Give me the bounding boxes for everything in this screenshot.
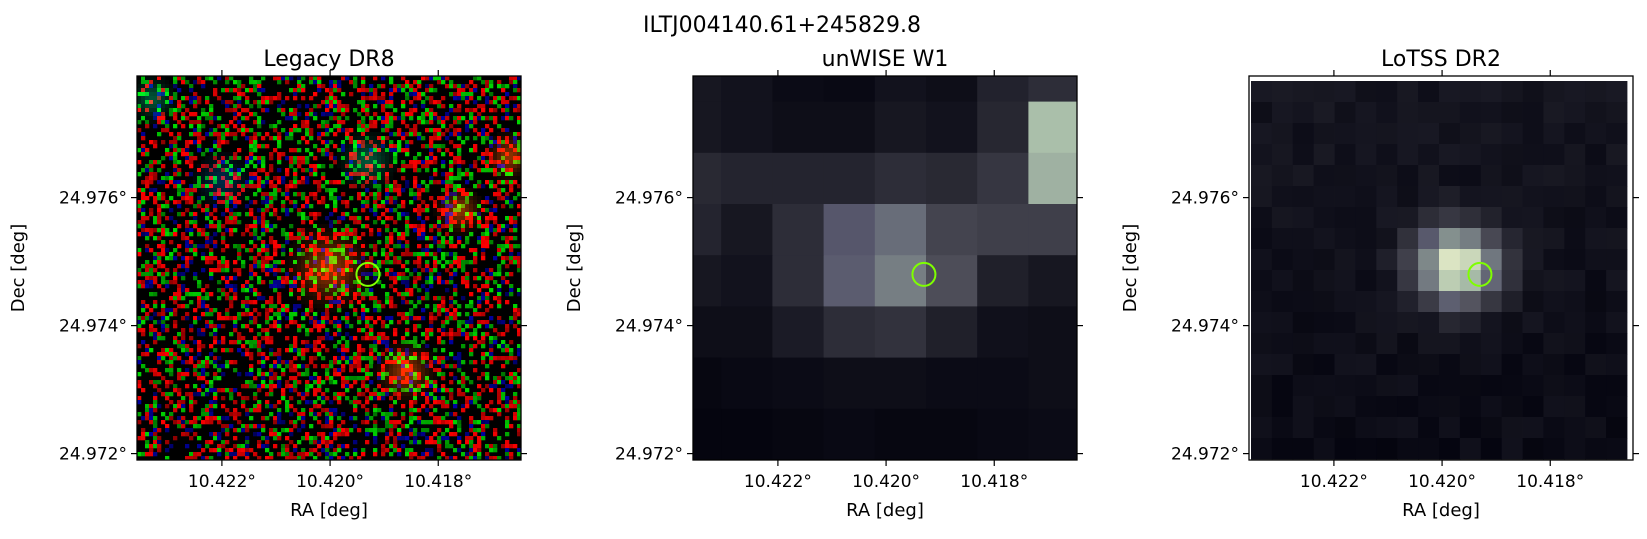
y-tick-label-3-0: 24.976° (1171, 189, 1239, 209)
panel-3: LoTSS DR2 10.422° 10.420° 10.418° 24.976° 24.… (1120, 47, 1639, 521)
axes-frame-1 (136, 75, 522, 461)
panel-title-2: unWISE W1 (822, 47, 949, 72)
panel-title-1: Legacy DR8 (263, 47, 394, 72)
x-tick-label-3-2: 10.418° (1516, 472, 1584, 492)
panel-2: unWISE W1 10.422° 10.420° 10.418° 24.976° 24.… (564, 47, 1083, 521)
source-marker-2 (911, 261, 937, 287)
figure-suptitle: ILTJ004140.61+245829.8 (643, 13, 921, 38)
x-tick-label-2-2: 10.418° (960, 472, 1028, 492)
panels: Legacy DR8 10.422° 10.420° 10.418° 24.976° 24… (8, 47, 1639, 521)
y-tick-label-3-1: 24.974° (1171, 317, 1239, 337)
x-axis-label-3: RA [deg] (1402, 500, 1480, 521)
y-tick-label-2-1: 24.974° (615, 317, 683, 337)
x-tick-label-2-1: 10.420° (852, 472, 920, 492)
image-2 (693, 76, 1078, 461)
x-axis-label-2: RA [deg] (846, 500, 924, 521)
y-tick-label-3-2: 24.972° (1171, 445, 1239, 465)
source-marker-3 (1467, 261, 1493, 287)
y-tick-label-2-0: 24.976° (615, 189, 683, 209)
x-tick-label-1-1: 10.420° (296, 472, 364, 492)
x-tick-label-1-0: 10.422° (188, 472, 256, 492)
x-tick-label-3-0: 10.422° (1300, 472, 1368, 492)
x-tick-label-2-0: 10.422° (744, 472, 812, 492)
image-1 (137, 76, 522, 461)
y-axis-label-1: Dec [deg] (8, 224, 29, 313)
axes-frame-3 (1248, 75, 1634, 461)
panel-title-3: LoTSS DR2 (1381, 47, 1501, 72)
y-axis-label-3: Dec [deg] (1120, 224, 1141, 313)
x-axis-label-1: RA [deg] (290, 500, 368, 521)
y-axis-label-2: Dec [deg] (564, 224, 585, 313)
x-tick-label-3-1: 10.420° (1408, 472, 1476, 492)
y-tick-label-2-2: 24.972° (615, 445, 683, 465)
x-tick-label-1-2: 10.418° (404, 472, 472, 492)
source-marker-1 (355, 261, 381, 287)
y-tick-label-1-2: 24.972° (59, 445, 127, 465)
image-3 (1249, 76, 1633, 460)
y-tick-label-1-1: 24.974° (59, 317, 127, 337)
y-tick-label-1-0: 24.976° (59, 189, 127, 209)
axes-frame-2 (692, 75, 1078, 461)
panel-1: Legacy DR8 10.422° 10.420° 10.418° 24.976° 24… (8, 47, 527, 521)
